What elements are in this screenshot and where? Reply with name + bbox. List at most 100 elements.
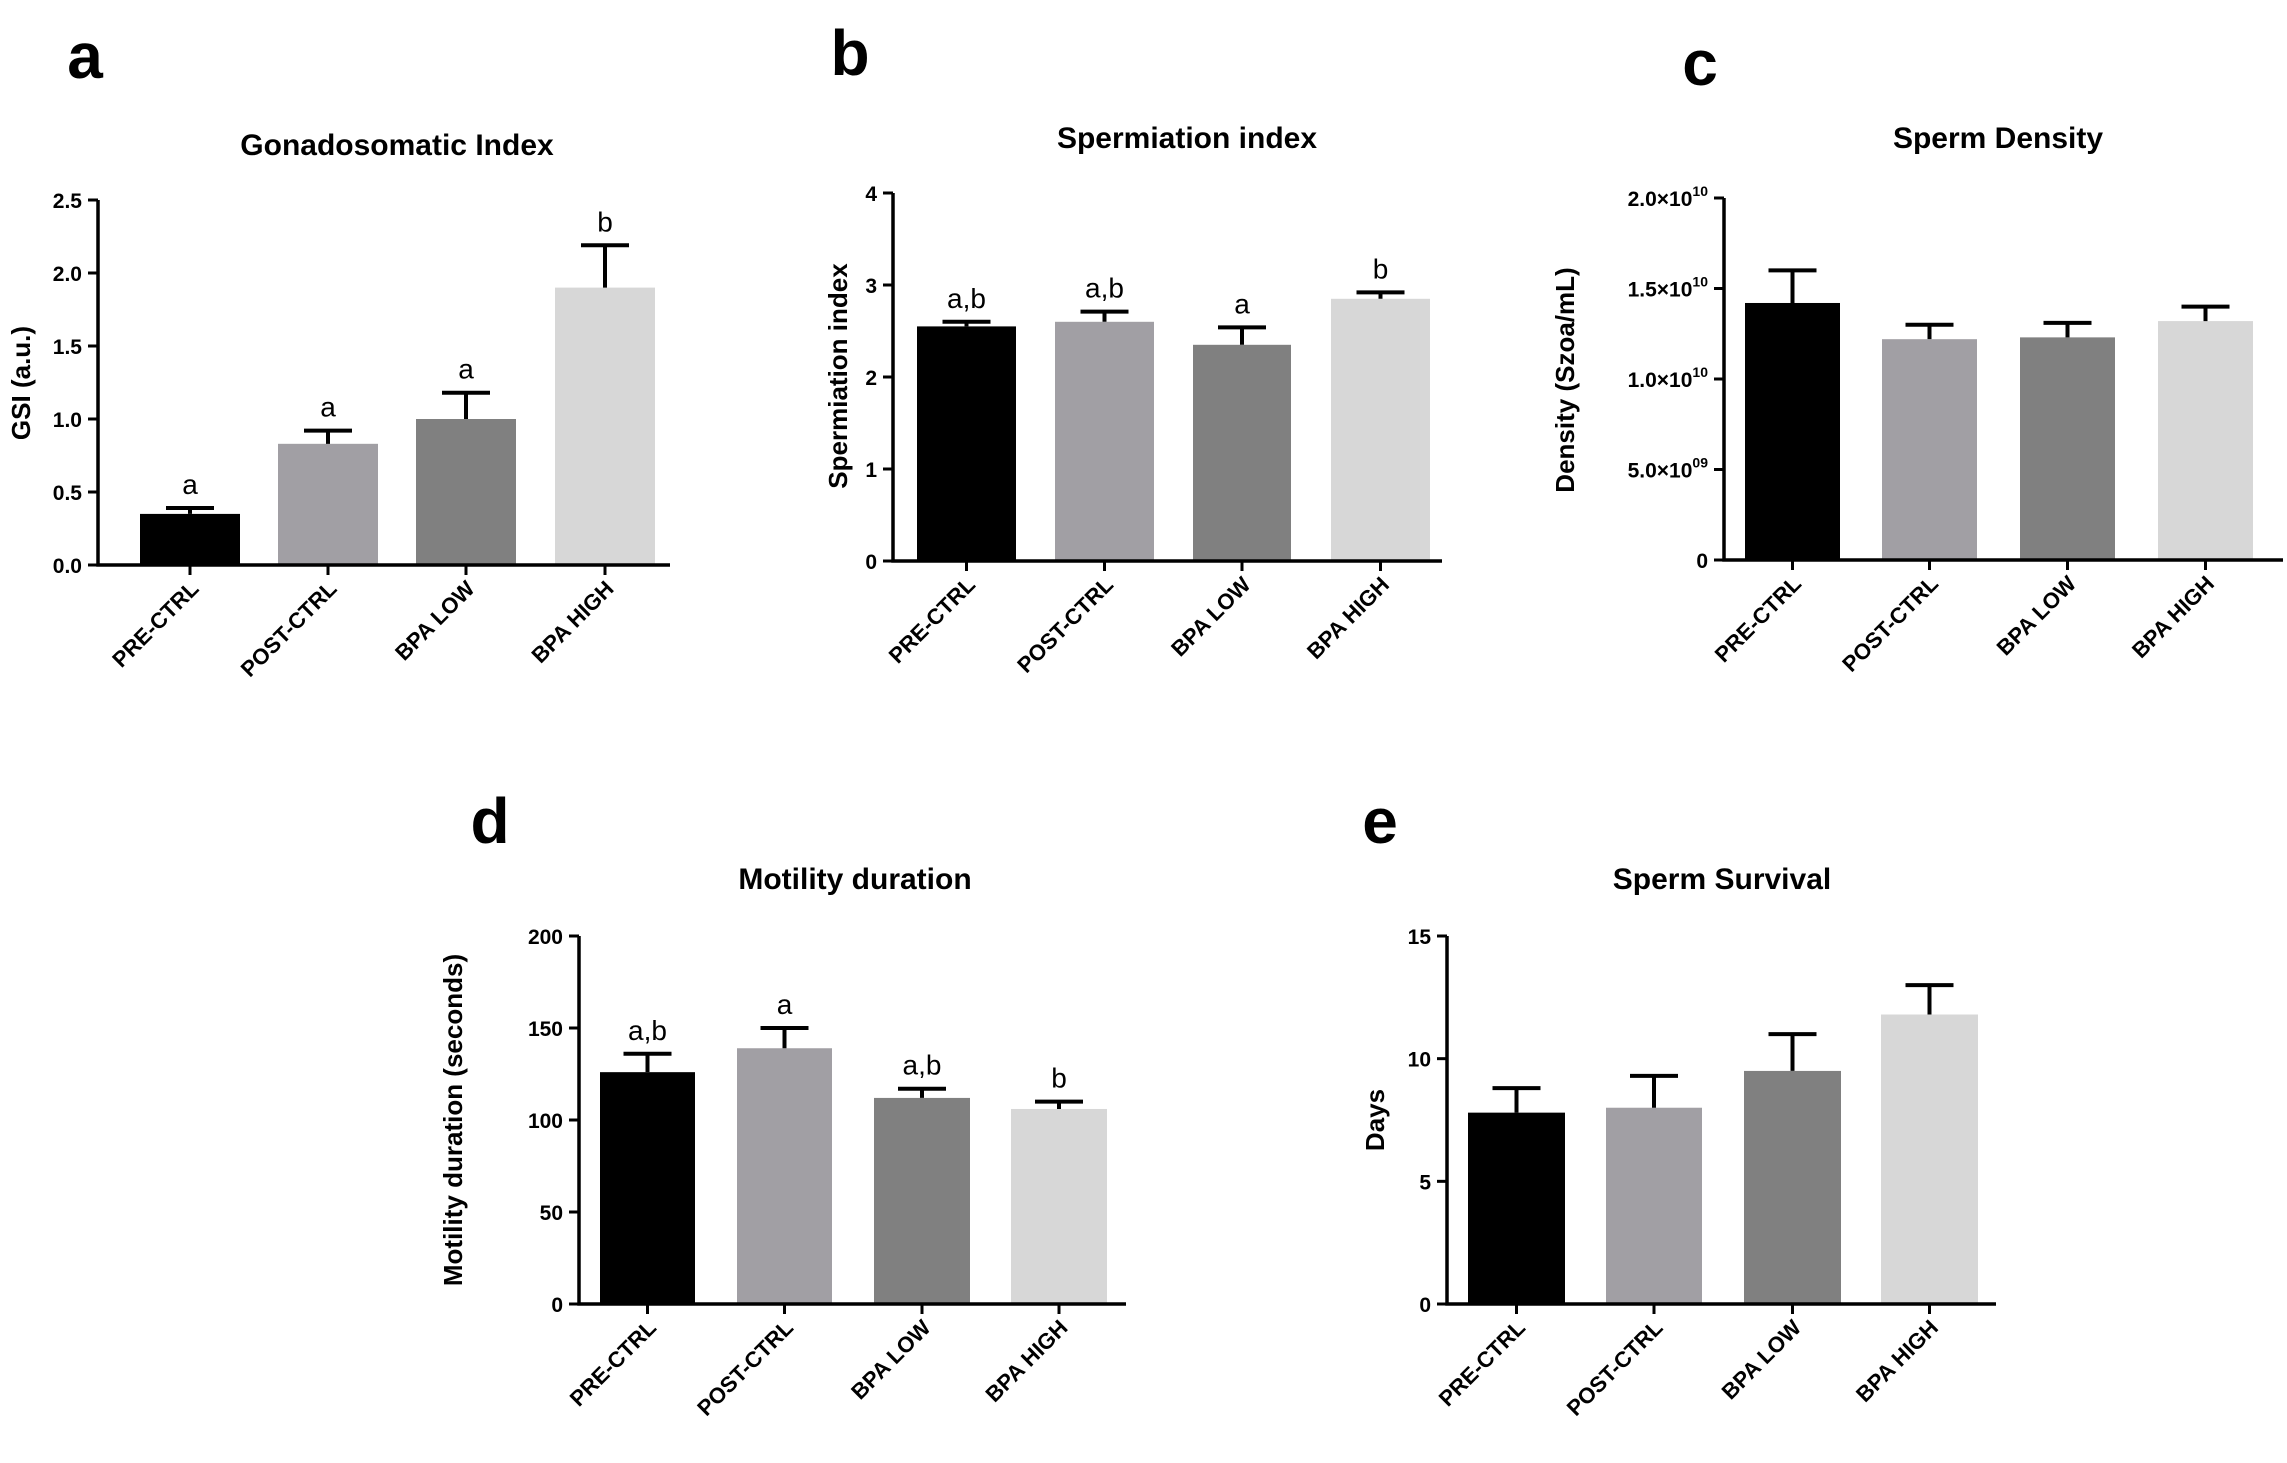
significance-label-a-3: b — [597, 206, 613, 237]
significance-label-a-0: a — [182, 469, 198, 500]
panel-label-a: a — [67, 20, 103, 92]
error-bar-a-3 — [581, 243, 629, 288]
category-label-a-0: PRE-CTRL — [107, 576, 203, 672]
y-tick-label-d-0: 0 — [551, 1294, 563, 1317]
error-bar-a-1 — [304, 428, 352, 444]
category-label-a-1: POST-CTRL — [236, 576, 342, 682]
y-tick-exponent: 10 — [1692, 364, 1708, 380]
y-tick-label-e-1: 5 — [1419, 1171, 1431, 1194]
panel-label-b: b — [830, 17, 869, 89]
y-tick-label-b-4: 4 — [865, 183, 877, 206]
y-axis-label-e: Days — [1360, 1089, 1390, 1151]
bar-c-3 — [2158, 321, 2253, 560]
y-tick-exponent: 10 — [1692, 274, 1708, 290]
bar-d-3 — [1011, 1108, 1107, 1304]
category-label-c-2: BPA LOW — [1992, 571, 2082, 661]
bar-d-0 — [600, 1072, 695, 1304]
error-bar-b-0 — [942, 319, 991, 327]
y-tick-mantissa: 1.0×10 — [1628, 369, 1693, 392]
significance-label-b-1: a,b — [1085, 273, 1124, 304]
category-label-b-1: POST-CTRL — [1012, 572, 1118, 678]
bar-c-0 — [1745, 302, 1840, 560]
y-tick-label-d-2: 100 — [528, 1110, 563, 1133]
bar-a-1 — [278, 443, 378, 565]
bar-e-3 — [1881, 1014, 1978, 1304]
panel-label-c: c — [1682, 27, 1718, 99]
y-tick-label-a-1: 0.5 — [53, 482, 83, 505]
bar-e-0 — [1468, 1112, 1565, 1304]
y-tick-label-d-4: 200 — [528, 926, 563, 949]
y-tick-label-a-5: 2.5 — [53, 190, 83, 213]
chart-title-e: Sperm Survival — [1613, 863, 1831, 896]
y-tick-label-c-2: 1.0×1010 — [1628, 364, 1709, 392]
y-tick-label-b-1: 1 — [865, 459, 877, 482]
significance-label-a-2: a — [458, 354, 474, 385]
error-bar-d-3 — [1035, 1099, 1083, 1109]
bar-b-0 — [917, 326, 1016, 561]
category-label-c-0: PRE-CTRL — [1710, 571, 1806, 667]
bar-e-2 — [1744, 1070, 1841, 1304]
significance-label-b-3: b — [1373, 253, 1389, 284]
y-tick-label-c-0: 0 — [1696, 550, 1708, 573]
significance-label-b-2: a — [1234, 288, 1250, 319]
category-label-e-0: PRE-CTRL — [1434, 1315, 1530, 1411]
category-label-b-0: PRE-CTRL — [884, 572, 980, 668]
category-label-b-2: BPA LOW — [1166, 572, 1256, 662]
error-bar-e-3 — [1905, 983, 1954, 1015]
error-bar-b-1 — [1080, 309, 1129, 322]
panel-label-d: d — [470, 785, 509, 857]
y-tick-exponent: 09 — [1692, 455, 1708, 471]
category-label-b-3: BPA HIGH — [1302, 572, 1394, 664]
bar-d-1 — [737, 1048, 832, 1304]
bar-a-0 — [140, 513, 240, 565]
error-bar-c-3 — [2181, 304, 2230, 322]
significance-label-d-3: b — [1051, 1063, 1067, 1094]
y-tick-label-a-0: 0.0 — [53, 555, 82, 578]
category-label-d-1: POST-CTRL — [692, 1315, 798, 1421]
y-tick-mantissa: 2.0×10 — [1628, 188, 1693, 211]
chart-title-c: Sperm Density — [1893, 122, 2103, 155]
bar-b-3 — [1331, 298, 1430, 561]
y-tick-label-c-3: 1.5×1010 — [1628, 274, 1709, 302]
error-bar-a-2 — [442, 390, 490, 419]
bar-a-3 — [555, 287, 655, 565]
y-tick-mantissa: 1.5×10 — [1628, 279, 1693, 302]
category-label-d-0: PRE-CTRL — [565, 1315, 661, 1411]
y-tick-mantissa: 0 — [1696, 550, 1708, 573]
error-bar-d-1 — [760, 1026, 809, 1049]
category-label-a-3: BPA HIGH — [527, 576, 619, 668]
error-bar-c-0 — [1768, 268, 1817, 303]
error-bar-c-2 — [2043, 320, 2092, 338]
category-label-d-3: BPA HIGH — [981, 1315, 1073, 1407]
bar-c-1 — [1882, 339, 1977, 560]
bar-c-2 — [2020, 337, 2115, 560]
y-tick-label-a-4: 2.0 — [53, 263, 82, 286]
panel-label-e: e — [1362, 785, 1398, 857]
error-bar-d-0 — [623, 1051, 672, 1073]
bar-b-1 — [1055, 321, 1154, 561]
y-axis-label-a: GSI (a.u.) — [6, 326, 36, 440]
error-bar-e-2 — [1768, 1032, 1817, 1071]
y-tick-label-d-1: 50 — [540, 1202, 563, 1225]
significance-label-b-0: a,b — [947, 283, 986, 314]
panel-c: c Sperm Density Density (Szoa/mL) 0 5.0×1009… — [1550, 27, 2283, 677]
category-label-e-1: POST-CTRL — [1562, 1315, 1668, 1421]
y-tick-label-e-2: 10 — [1408, 1049, 1431, 1072]
error-bar-a-0 — [166, 506, 214, 514]
category-label-e-2: BPA LOW — [1717, 1315, 1807, 1405]
category-label-d-2: BPA LOW — [846, 1315, 936, 1405]
y-tick-label-e-3: 15 — [1408, 926, 1432, 949]
bar-a-2 — [416, 419, 516, 565]
significance-label-a-1: a — [320, 392, 336, 423]
y-axis-label-c: Density (Szoa/mL) — [1550, 267, 1580, 492]
y-tick-label-b-2: 2 — [865, 367, 877, 390]
panel-d: d Motility duration Motility duration (sec… — [438, 785, 1126, 1421]
error-bar-c-1 — [1905, 322, 1954, 340]
bar-e-1 — [1606, 1107, 1702, 1304]
error-bar-e-1 — [1630, 1073, 1678, 1108]
chart-title-b: Spermiation index — [1057, 122, 1317, 155]
error-bar-b-3 — [1356, 290, 1405, 299]
significance-label-d-1: a — [777, 989, 793, 1020]
error-bar-d-2 — [898, 1086, 946, 1098]
error-bar-e-0 — [1492, 1086, 1541, 1113]
